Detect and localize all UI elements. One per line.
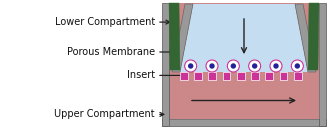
Bar <box>223 72 230 80</box>
Text: Porous Membrane: Porous Membrane <box>67 47 155 57</box>
Bar <box>162 3 169 126</box>
Circle shape <box>295 63 300 69</box>
Polygon shape <box>169 3 180 70</box>
Circle shape <box>273 63 279 69</box>
Text: Lower Compartment: Lower Compartment <box>55 17 155 27</box>
Circle shape <box>252 63 258 69</box>
Bar <box>294 72 302 80</box>
Bar <box>280 72 287 80</box>
Circle shape <box>249 60 261 72</box>
Bar <box>169 3 319 119</box>
Bar <box>251 72 259 80</box>
Circle shape <box>209 63 215 69</box>
Polygon shape <box>295 4 316 72</box>
Bar <box>162 119 326 126</box>
Circle shape <box>227 60 239 72</box>
Polygon shape <box>308 3 319 70</box>
Circle shape <box>206 60 218 72</box>
Circle shape <box>291 60 303 72</box>
Text: Upper Compartment: Upper Compartment <box>54 109 155 119</box>
Bar <box>237 72 245 80</box>
Circle shape <box>231 63 236 69</box>
Text: Insert: Insert <box>127 70 155 80</box>
Polygon shape <box>180 4 308 72</box>
Bar <box>209 72 216 80</box>
Polygon shape <box>172 4 193 72</box>
Bar <box>265 72 273 80</box>
Bar <box>319 3 326 126</box>
Circle shape <box>185 60 197 72</box>
Bar <box>194 72 202 80</box>
Bar <box>180 72 188 80</box>
Circle shape <box>188 63 193 69</box>
Circle shape <box>270 60 282 72</box>
